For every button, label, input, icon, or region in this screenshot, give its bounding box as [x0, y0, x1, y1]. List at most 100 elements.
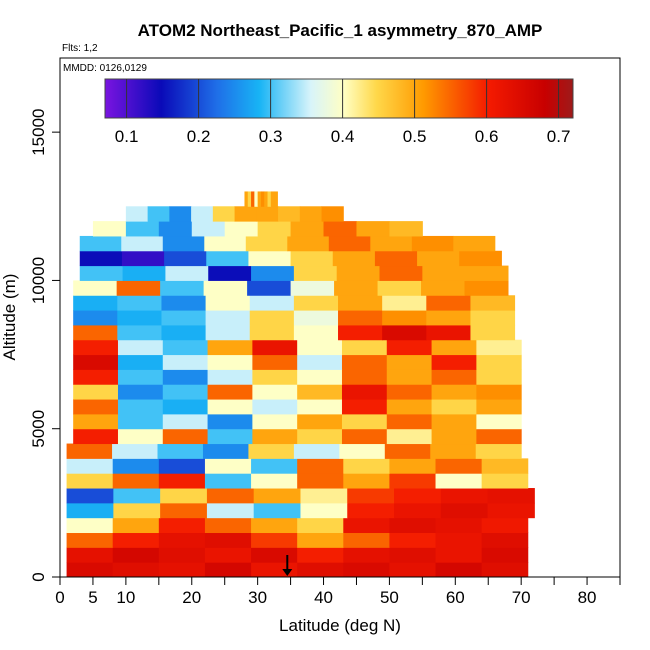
heatmap-cell — [389, 221, 423, 237]
heatmap-cell — [389, 562, 437, 577]
heatmap-cell — [321, 206, 344, 222]
y-tick-label: 5000 — [29, 410, 48, 448]
heatmap-cell — [224, 221, 259, 237]
heatmap-cell — [117, 324, 162, 341]
x-tick-label: 30 — [248, 588, 267, 607]
heatmap-cell — [257, 191, 262, 207]
heatmap-cell — [249, 295, 295, 311]
heatmap-cell — [487, 502, 535, 519]
x-tick-label: 0 — [55, 588, 64, 607]
heatmap-cell — [112, 517, 160, 534]
heatmap-cell — [343, 458, 390, 474]
heatmap-cell — [332, 250, 376, 267]
plot-frame — [59, 57, 621, 578]
heatmap-cell — [79, 265, 124, 281]
heatmap-cell — [470, 324, 516, 341]
heatmap-cell — [207, 399, 253, 415]
heatmap-cell — [297, 339, 343, 356]
heatmap-cell — [389, 547, 437, 563]
heatmap-cell — [158, 517, 206, 534]
heatmap-cell — [252, 339, 298, 356]
heatmap-cell — [245, 235, 288, 252]
heatmap-cell — [252, 428, 298, 445]
heatmap-cell — [343, 547, 390, 563]
heatmap-cell — [470, 295, 516, 311]
heatmap-cell — [164, 250, 207, 267]
x-tick-label: 50 — [380, 588, 399, 607]
heatmap-cell — [112, 458, 160, 474]
heatmap-cell — [343, 517, 390, 534]
heatmap-cell — [297, 547, 344, 563]
heatmap-cell — [386, 354, 433, 370]
heatmap-cell — [158, 473, 206, 489]
heatmap-cell — [116, 280, 161, 296]
colorbar-tick-label: 0.2 — [187, 127, 211, 146]
heatmap-cell — [162, 399, 209, 415]
heatmap-cell — [341, 354, 388, 370]
heatmap-cell — [430, 443, 477, 459]
heatmap-cell — [158, 562, 206, 577]
heatmap-cell — [343, 562, 390, 577]
heatmap-cell — [293, 265, 338, 281]
heatmap-cell — [384, 443, 431, 459]
heatmap-cell — [66, 532, 114, 548]
heatmap-cell — [481, 473, 529, 489]
heatmap-cell — [66, 502, 114, 519]
heatmap-cell — [117, 310, 162, 326]
heatmap-cell — [73, 295, 118, 311]
heatmap-cell — [125, 206, 149, 222]
heatmap-cell — [293, 310, 339, 326]
heatmap-cell — [73, 428, 119, 445]
heatmap-cell — [290, 250, 334, 267]
heatmap-cell — [169, 206, 192, 222]
heatmap-cell — [431, 354, 477, 370]
heatmap-cell — [162, 354, 209, 370]
heatmap-cell — [377, 280, 422, 296]
heatmap-cell — [121, 250, 165, 267]
heatmap-cell — [252, 354, 298, 370]
heatmap-cell — [431, 369, 477, 385]
heatmap-cell — [112, 547, 160, 563]
heatmap-cell — [431, 399, 477, 415]
heatmap-cell — [411, 235, 454, 252]
heatmap-cell — [386, 413, 433, 430]
heatmap-cell — [293, 443, 340, 459]
heatmap-cell — [117, 339, 164, 356]
colorbar-tick-label: 0.6 — [475, 127, 499, 146]
heatmap-cell — [117, 399, 164, 415]
heatmap-cell — [293, 295, 339, 311]
heatmap-cell — [162, 413, 209, 430]
heatmap-cell — [341, 399, 388, 415]
colorbar-tick-label: 0.5 — [403, 127, 427, 146]
heatmap-cell — [162, 384, 209, 400]
y-tick-label: 0 — [29, 572, 48, 581]
heatmap-cell — [379, 265, 423, 281]
heatmap-cell — [158, 532, 206, 548]
heatmap-cell — [157, 443, 204, 459]
dates-annotation: MMDD: 0126,0129 — [63, 63, 147, 74]
heatmap-cell — [73, 384, 119, 400]
heatmap-cell — [247, 191, 252, 207]
heatmap-cell — [207, 413, 253, 430]
heatmap-cell — [440, 488, 489, 504]
heatmap-cell — [73, 280, 118, 296]
heatmap-cell — [300, 488, 348, 504]
heatmap-cell — [297, 384, 343, 400]
heatmap-cell — [386, 399, 433, 415]
heatmap-cell — [252, 384, 298, 400]
x-tick-label: 20 — [182, 588, 201, 607]
heatmap-cell — [66, 458, 114, 474]
heatmap-cell — [165, 265, 209, 281]
colorbar: 0.1 0.2 0.3 0.4 0.5 0.6 0.7 — [104, 78, 574, 146]
heatmap-cell — [161, 310, 207, 326]
heatmap-cell — [251, 517, 298, 534]
heatmap-cell — [394, 502, 442, 519]
heatmap-cell — [160, 280, 205, 296]
heatmap-cell — [117, 384, 164, 400]
heatmap-cell — [356, 221, 390, 237]
heatmap-cell — [297, 354, 343, 370]
x-tick-label: 10 — [116, 588, 135, 607]
heatmap-cell — [251, 191, 255, 207]
heatmap-cell — [343, 532, 390, 548]
heatmap-cell — [476, 428, 522, 445]
